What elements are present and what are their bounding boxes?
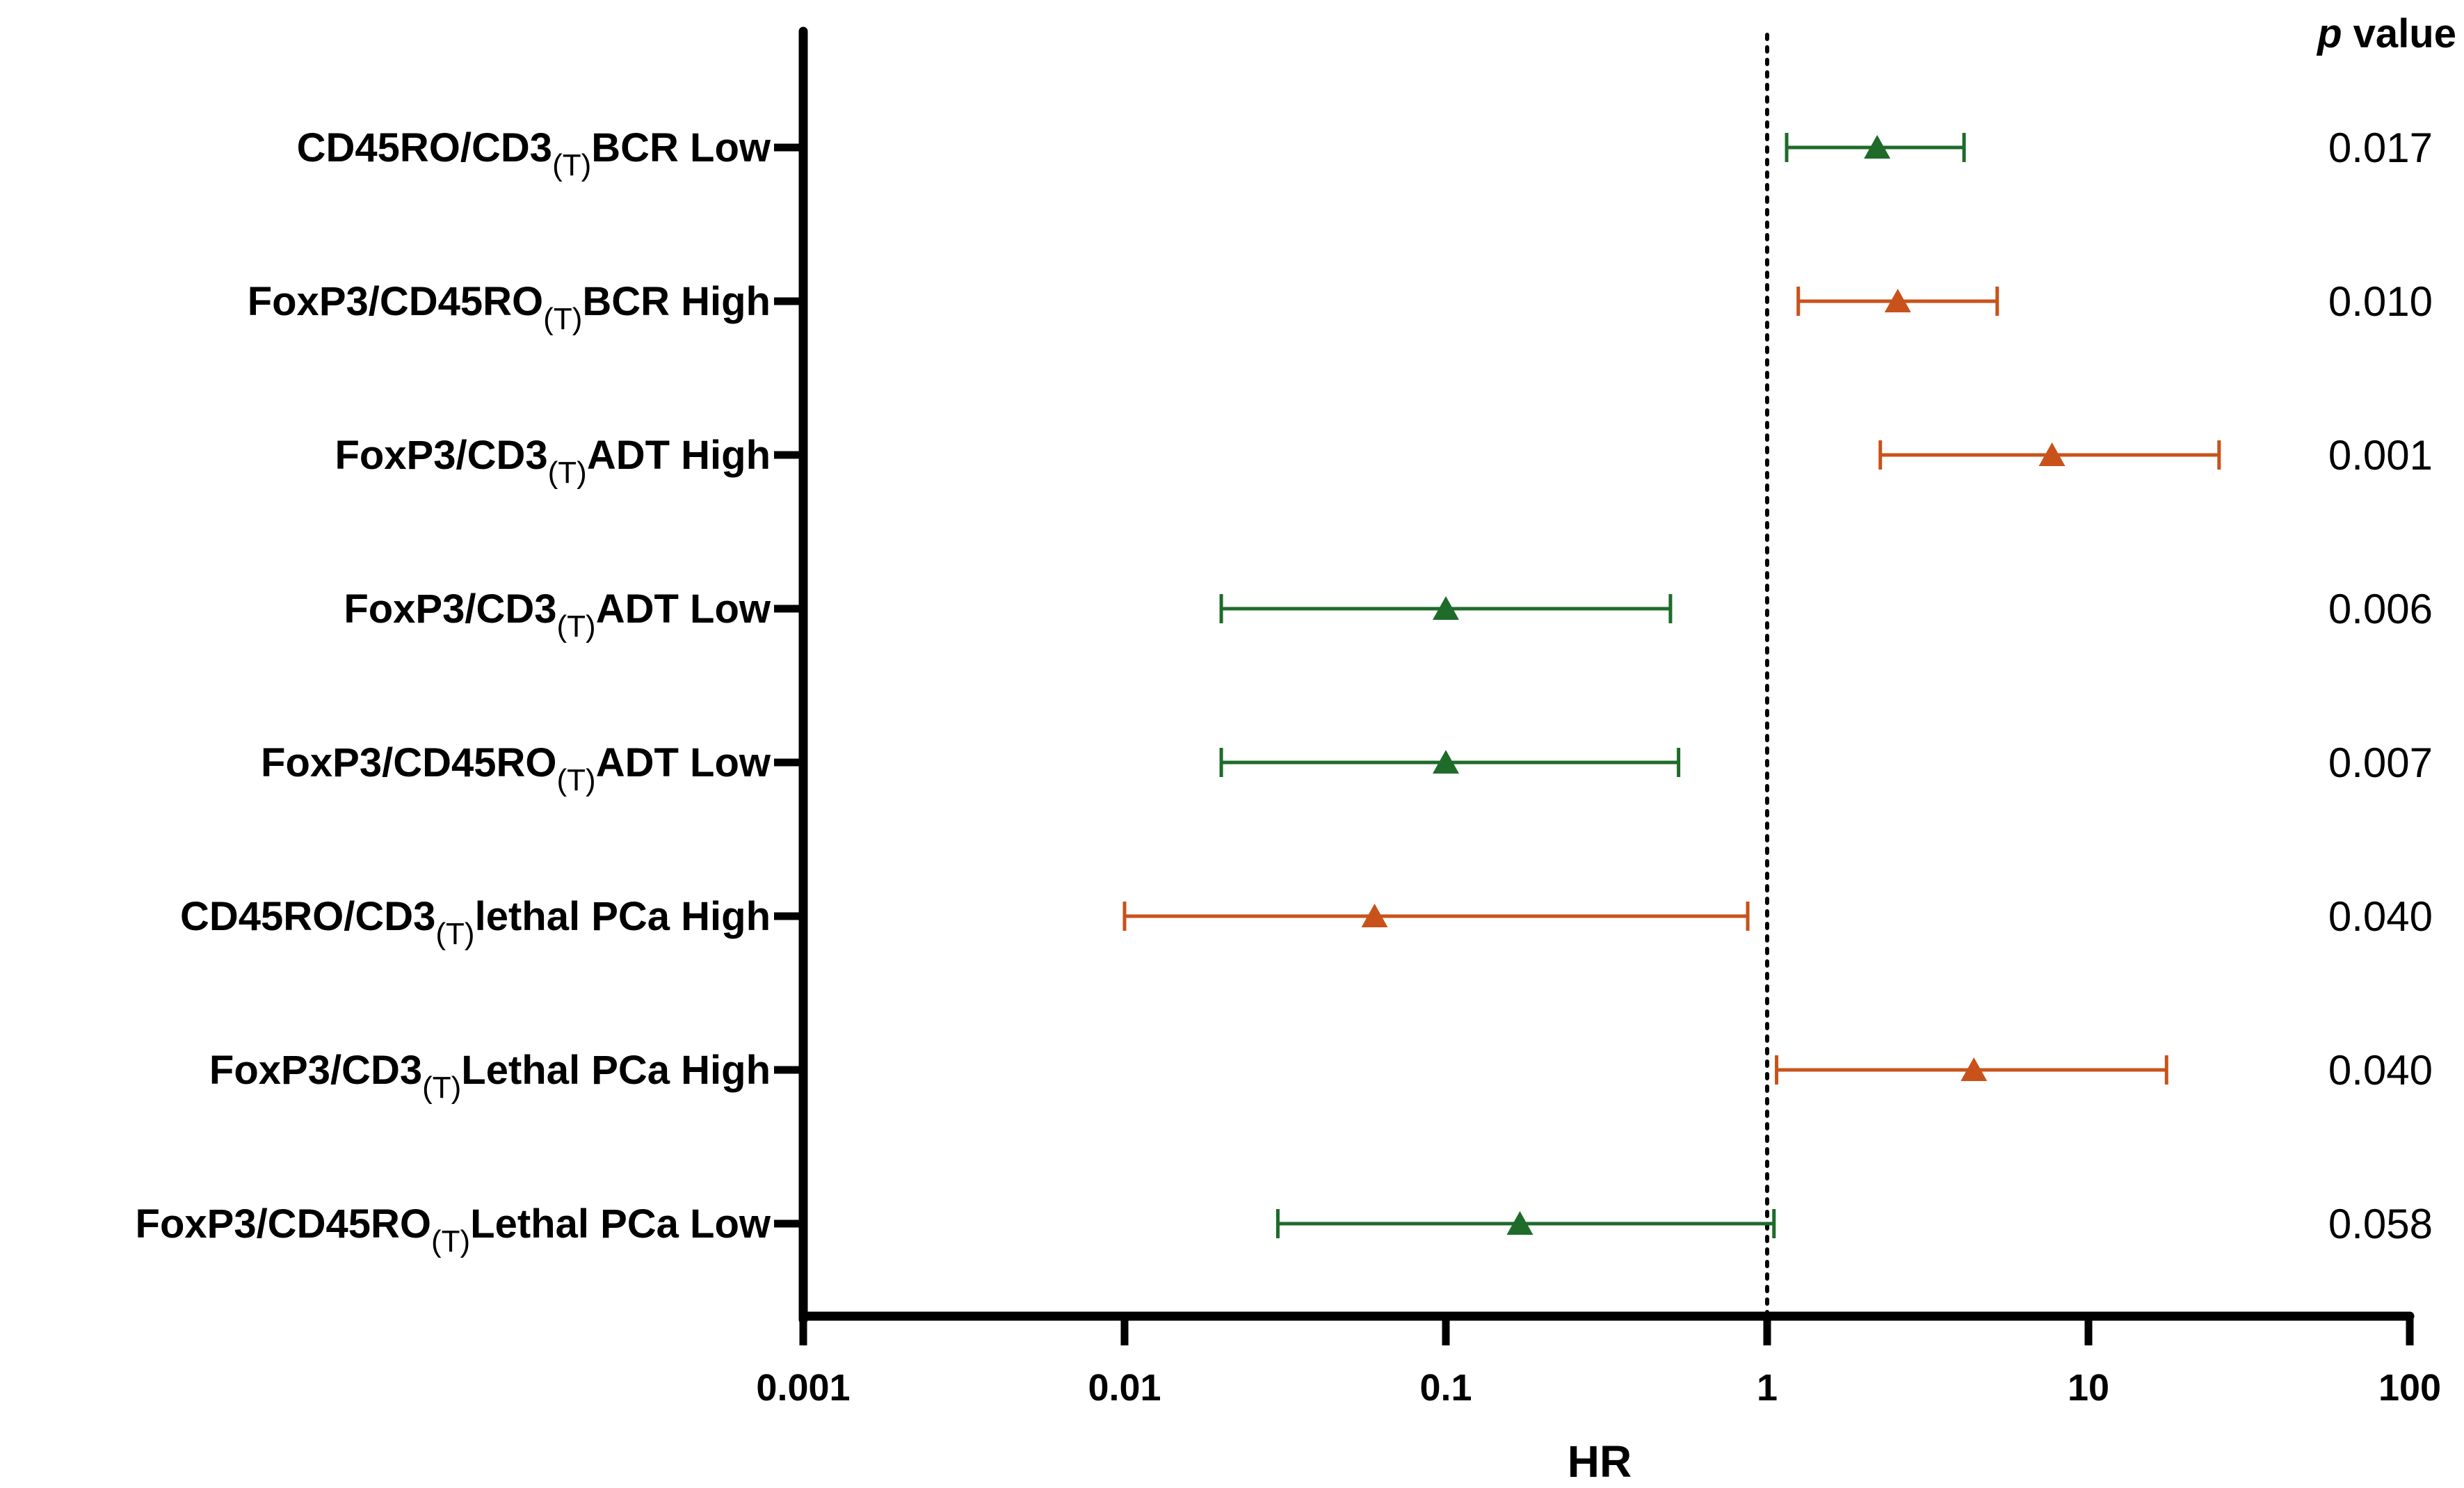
hr-marker <box>1506 1211 1533 1235</box>
row-label-pre: FoxP3/CD45RO <box>248 279 543 324</box>
p-value: 0.001 <box>2328 432 2433 479</box>
hr-marker <box>1433 750 1459 774</box>
row-label: FoxP3/CD3(T)ADT Low <box>344 586 771 643</box>
hr-marker <box>1864 135 1891 159</box>
hr-marker <box>1960 1057 1988 1081</box>
x-axis-title: HR <box>1568 1437 1632 1487</box>
p-value: 0.010 <box>2328 278 2433 325</box>
row-label-sub: (T) <box>552 148 591 182</box>
row-label-post: BCR High <box>582 279 771 324</box>
row-label-pre: FoxP3/CD3 <box>209 1048 422 1093</box>
row-label: FoxP3/CD45RO(T)BCR High <box>248 279 771 336</box>
row-label-post: Lethal PCa High <box>461 1048 771 1093</box>
x-tick-label: 1 <box>1757 1367 1778 1409</box>
row-label: FoxP3/CD45RO(T)ADT Low <box>261 740 771 797</box>
row-label-post: lethal PCa High <box>475 894 771 939</box>
row-label-pre: FoxP3/CD3 <box>344 586 556 632</box>
row-label: FoxP3/CD3(T)Lethal PCa High <box>209 1048 771 1105</box>
row-label-sub: (T) <box>431 1224 470 1258</box>
hr-marker <box>2038 442 2066 466</box>
p-value: 0.017 <box>2328 125 2433 171</box>
x-tick-label: 10 <box>2068 1367 2109 1409</box>
x-tick-label: 100 <box>2378 1367 2441 1409</box>
row-label-post: ADT Low <box>596 740 771 785</box>
row-label-sub: (T) <box>543 302 582 336</box>
row-label-pre: FoxP3/CD45RO <box>261 740 556 785</box>
p-value: 0.007 <box>2328 739 2433 786</box>
p-value: 0.040 <box>2328 1047 2433 1094</box>
row-label: CD45RO/CD3(T)BCR Low <box>297 125 771 182</box>
x-tick-label: 0.1 <box>1419 1367 1472 1409</box>
p-value-column: p value 0.017 0.010 0.001 0.006 0.007 0.040 0.… <box>2316 11 2456 1247</box>
row-label-pre: FoxP3/CD3 <box>335 433 547 478</box>
row-label-sub: (T) <box>548 456 587 490</box>
row-label-sub: (T) <box>435 917 474 951</box>
row-label-pre: CD45RO/CD3 <box>180 894 435 939</box>
row-label-pre: CD45RO/CD3 <box>297 125 552 170</box>
p-value: 0.006 <box>2328 586 2433 632</box>
row-label-post: ADT Low <box>596 586 771 632</box>
axes: 0.001 0.01 0.1 1 10 100 <box>756 26 2441 1409</box>
p-value: 0.058 <box>2328 1201 2433 1247</box>
row-label-sub: (T) <box>557 763 596 797</box>
x-tick-label: 0.01 <box>1088 1367 1161 1409</box>
p-value-header: p value <box>2316 11 2456 56</box>
row-label-sub: (T) <box>422 1071 461 1105</box>
row-label-post: Lethal PCa Low <box>470 1201 771 1247</box>
row-label: FoxP3/CD3(T)ADT High <box>335 433 771 490</box>
row-label: FoxP3/CD45RO(T)Lethal PCa Low <box>136 1201 771 1258</box>
row-label-post: BCR Low <box>591 125 771 170</box>
row-label-sub: (T) <box>557 609 596 643</box>
hr-marker <box>1884 289 1911 312</box>
row-label: CD45RO/CD3(T)lethal PCa High <box>180 894 771 951</box>
hr-marker <box>1433 596 1459 620</box>
x-tick-label: 0.001 <box>756 1367 850 1409</box>
p-value: 0.040 <box>2328 893 2433 940</box>
row-label-post: ADT High <box>587 433 771 478</box>
row-label-pre: FoxP3/CD45RO <box>136 1201 431 1247</box>
hr-marker <box>1361 904 1388 927</box>
